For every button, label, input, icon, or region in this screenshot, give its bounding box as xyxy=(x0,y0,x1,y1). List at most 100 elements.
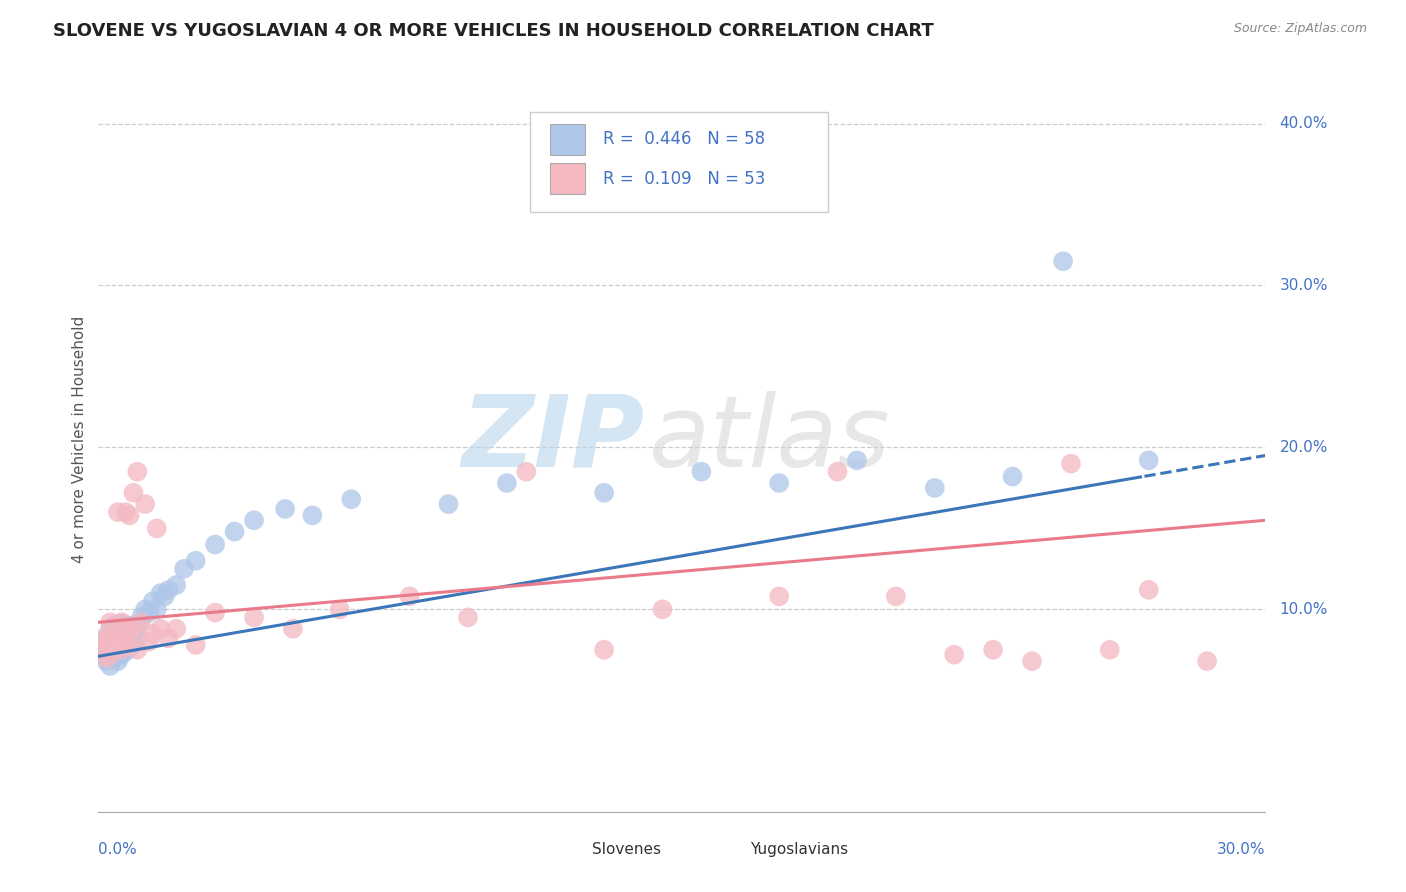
Point xyxy=(437,497,460,511)
Point xyxy=(129,610,152,624)
Point xyxy=(134,602,156,616)
Point xyxy=(96,634,118,648)
Point xyxy=(107,654,129,668)
Point xyxy=(127,642,149,657)
Point xyxy=(118,630,141,644)
Point xyxy=(122,622,145,636)
Point xyxy=(593,642,616,657)
Point xyxy=(107,505,129,519)
Point xyxy=(114,622,136,636)
Point xyxy=(146,602,169,616)
Point xyxy=(157,632,180,646)
Text: ZIP: ZIP xyxy=(461,391,644,488)
Point xyxy=(281,622,304,636)
Point xyxy=(496,476,519,491)
Point xyxy=(103,626,125,640)
FancyBboxPatch shape xyxy=(530,112,828,212)
Point xyxy=(149,622,172,636)
Point xyxy=(111,648,134,662)
Point xyxy=(943,648,966,662)
Point xyxy=(243,610,266,624)
Point xyxy=(118,641,141,656)
Point xyxy=(91,638,114,652)
Point xyxy=(340,492,363,507)
Point xyxy=(204,606,226,620)
Point xyxy=(157,582,180,597)
Point xyxy=(274,502,297,516)
Point xyxy=(768,476,790,491)
Point xyxy=(122,624,145,638)
Point xyxy=(138,606,160,620)
Text: Yugoslavians: Yugoslavians xyxy=(749,842,848,857)
Point xyxy=(224,524,246,539)
Point xyxy=(107,626,129,640)
Text: R =  0.109   N = 53: R = 0.109 N = 53 xyxy=(603,169,765,187)
Point xyxy=(98,615,121,630)
Point xyxy=(122,636,145,650)
Point xyxy=(96,654,118,668)
Point xyxy=(111,616,134,631)
Point xyxy=(129,615,152,630)
Point xyxy=(1098,642,1121,657)
Point xyxy=(111,632,134,646)
Point xyxy=(98,659,121,673)
Point xyxy=(1060,457,1083,471)
Point xyxy=(329,602,352,616)
Point xyxy=(165,578,187,592)
Point xyxy=(981,642,1004,657)
Point xyxy=(827,465,849,479)
Point xyxy=(98,636,121,650)
Point xyxy=(98,648,121,662)
Y-axis label: 4 or more Vehicles in Household: 4 or more Vehicles in Household xyxy=(72,316,87,563)
Point xyxy=(134,497,156,511)
Point xyxy=(118,508,141,523)
Point xyxy=(730,194,752,209)
Point xyxy=(91,648,114,662)
Point xyxy=(146,521,169,535)
Point xyxy=(91,632,114,646)
Point xyxy=(243,513,266,527)
Point xyxy=(111,630,134,644)
Point xyxy=(114,505,136,519)
Point xyxy=(103,642,125,657)
Point xyxy=(91,642,114,657)
Point xyxy=(1021,654,1043,668)
Point xyxy=(184,554,207,568)
Point xyxy=(107,638,129,652)
Point xyxy=(184,638,207,652)
Bar xyxy=(550,123,585,155)
Point xyxy=(96,632,118,646)
Point xyxy=(924,481,946,495)
Point xyxy=(118,618,141,632)
Point xyxy=(142,594,165,608)
Point xyxy=(111,642,134,657)
Point xyxy=(96,651,118,665)
Point xyxy=(768,590,790,604)
Point xyxy=(98,632,121,646)
Point xyxy=(114,634,136,648)
Text: 30.0%: 30.0% xyxy=(1279,278,1327,293)
Point xyxy=(111,615,134,630)
Text: 40.0%: 40.0% xyxy=(1279,116,1327,131)
Point xyxy=(153,590,176,604)
Text: Slovenes: Slovenes xyxy=(592,842,661,857)
Point xyxy=(142,626,165,640)
Point xyxy=(301,508,323,523)
Point xyxy=(103,618,125,632)
Bar xyxy=(554,838,586,862)
Point xyxy=(173,562,195,576)
Point xyxy=(651,602,673,616)
Point xyxy=(884,590,907,604)
Point xyxy=(204,537,226,551)
Point xyxy=(457,610,479,624)
Point xyxy=(98,622,121,636)
Point xyxy=(114,644,136,658)
Point xyxy=(103,641,125,656)
Point xyxy=(98,648,121,662)
Point xyxy=(111,640,134,654)
Point xyxy=(1137,582,1160,597)
Point xyxy=(138,634,160,648)
Point xyxy=(107,644,129,658)
Text: 10.0%: 10.0% xyxy=(1279,602,1327,617)
Point xyxy=(1195,654,1218,668)
